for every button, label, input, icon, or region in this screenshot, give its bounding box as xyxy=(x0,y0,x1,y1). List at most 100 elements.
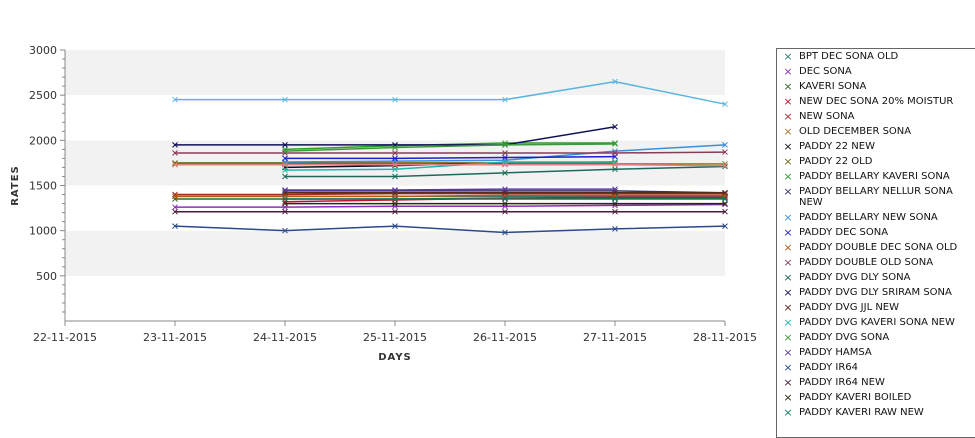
plot-background-bands xyxy=(65,50,725,321)
series-line xyxy=(285,188,615,191)
legend-label: NEW DEC SONA 20% MOISTUR xyxy=(799,96,954,107)
legend-marker-icon: × xyxy=(783,406,793,419)
legend-marker-icon: × xyxy=(783,271,793,284)
legend-item: × PADDY DOUBLE DEC SONA OLD xyxy=(777,240,975,255)
data-point-marker xyxy=(502,186,508,192)
data-point-marker xyxy=(722,149,728,155)
x-axis-title: DAYS xyxy=(378,352,412,363)
legend-marker-icon: × xyxy=(783,286,793,299)
data-point-marker xyxy=(612,141,618,147)
data-point-marker xyxy=(722,196,728,202)
data-point-marker xyxy=(502,161,508,168)
data-point-marker xyxy=(502,150,508,156)
data-point-marker xyxy=(722,101,728,108)
x-tick-label: 23-11-2015 xyxy=(143,331,207,344)
legend-item: × PADDY HAMSA xyxy=(777,345,975,360)
data-point-marker xyxy=(282,141,288,148)
grid-band xyxy=(65,230,725,276)
legend-label: PADDY DVG JJL NEW xyxy=(799,302,899,313)
legend-marker-icon: × xyxy=(783,155,793,168)
series-13 xyxy=(172,149,728,156)
data-point-marker xyxy=(722,162,728,169)
data-point-marker xyxy=(612,150,618,156)
legend-marker-icon: × xyxy=(783,301,793,314)
series-24 xyxy=(172,78,728,108)
x-tick-label: 28-11-2015 xyxy=(693,331,757,344)
series-layer xyxy=(172,78,728,236)
series-line xyxy=(285,155,616,160)
data-point-marker xyxy=(612,78,618,85)
legend-marker-icon: × xyxy=(783,110,793,123)
legend-marker-icon: × xyxy=(783,316,793,329)
data-point-marker xyxy=(722,223,728,230)
legend-item: × PADDY IR64 NEW xyxy=(777,375,975,390)
data-point-marker xyxy=(722,201,728,208)
legend-marker-icon: × xyxy=(783,50,793,63)
data-point-marker xyxy=(282,227,288,234)
legend-item: × PADDY DVG DLY SRIRAM SONA xyxy=(777,285,975,300)
data-point-marker xyxy=(722,200,728,207)
data-point-marker xyxy=(722,189,728,196)
legend-label: PADDY DOUBLE DEC SONA OLD xyxy=(799,242,958,253)
data-point-marker xyxy=(282,196,288,202)
series-line xyxy=(175,203,726,208)
y-tick-label: 2500 xyxy=(29,89,57,102)
legend-marker-icon: × xyxy=(783,376,793,389)
series-22 xyxy=(282,200,728,207)
series-line xyxy=(284,161,615,171)
legend-item: × PADDY 22 NEW xyxy=(777,139,975,154)
series-line xyxy=(175,80,726,105)
legend-item: × NEW SONA xyxy=(777,109,975,124)
data-point-marker xyxy=(392,200,398,207)
chart-legend: × BPT DEC SONA OLD × DEC SONA × KAVERI SONA × N… xyxy=(776,48,975,438)
legend-marker-icon: × xyxy=(783,170,793,183)
series-23 xyxy=(282,196,728,202)
series-line xyxy=(174,225,726,234)
grid-band xyxy=(65,50,725,96)
x-tick-label: 24-11-2015 xyxy=(253,331,317,344)
data-point-marker xyxy=(502,196,508,202)
grid-band xyxy=(65,95,725,141)
data-point-marker xyxy=(282,187,288,193)
legend-marker-icon: × xyxy=(783,125,793,138)
data-point-marker xyxy=(392,187,398,193)
legend-label: PADDY DVG DLY SRIRAM SONA xyxy=(799,287,952,298)
data-point-marker xyxy=(392,161,398,168)
data-point-marker xyxy=(172,141,178,148)
data-point-marker xyxy=(612,123,618,130)
legend-item: × NEW DEC SONA 20% MOISTUR xyxy=(777,94,975,109)
legend-marker-icon: × xyxy=(783,80,793,93)
series-19 xyxy=(282,186,618,193)
series-25 xyxy=(172,161,728,169)
legend-marker-icon: × xyxy=(783,346,793,359)
legend-label: OLD DECEMBER SONA xyxy=(799,126,912,137)
data-point-marker xyxy=(502,208,508,215)
series-line xyxy=(175,151,726,154)
data-point-marker xyxy=(172,193,178,200)
data-point-marker xyxy=(172,161,178,168)
legend-label: PADDY DEC SONA xyxy=(799,227,889,238)
data-point-marker xyxy=(502,169,508,176)
legend-marker-icon: × xyxy=(783,140,793,153)
data-point-marker xyxy=(282,200,288,207)
data-point-marker xyxy=(172,223,178,230)
legend-label: PADDY IR64 xyxy=(799,362,858,373)
data-point-marker xyxy=(392,223,398,230)
legend-label: PADDY DVG KAVERI SONA NEW xyxy=(799,317,955,328)
legend-label: DEC SONA xyxy=(799,66,852,77)
data-point-marker xyxy=(172,150,178,156)
series-14 xyxy=(282,163,728,180)
legend-marker-icon: × xyxy=(783,391,793,404)
y-tick-label: 1000 xyxy=(29,225,57,238)
legend-marker-icon: × xyxy=(783,185,793,198)
y-tick-label: 500 xyxy=(36,270,57,283)
legend-item: × PADDY DVG DLY SONA xyxy=(777,270,975,285)
legend-label: PADDY 22 NEW xyxy=(799,141,875,152)
data-point-marker xyxy=(722,208,728,215)
legend-item: × DEC SONA xyxy=(777,64,975,79)
data-point-marker xyxy=(392,155,398,162)
data-point-marker xyxy=(502,154,508,161)
series-11 xyxy=(282,153,618,162)
legend-item: × PADDY DOUBLE OLD SONA xyxy=(777,255,975,270)
x-axis: 22-11-2015 23-11-2015 24-11-2015 25-11-2015… xyxy=(33,320,757,344)
